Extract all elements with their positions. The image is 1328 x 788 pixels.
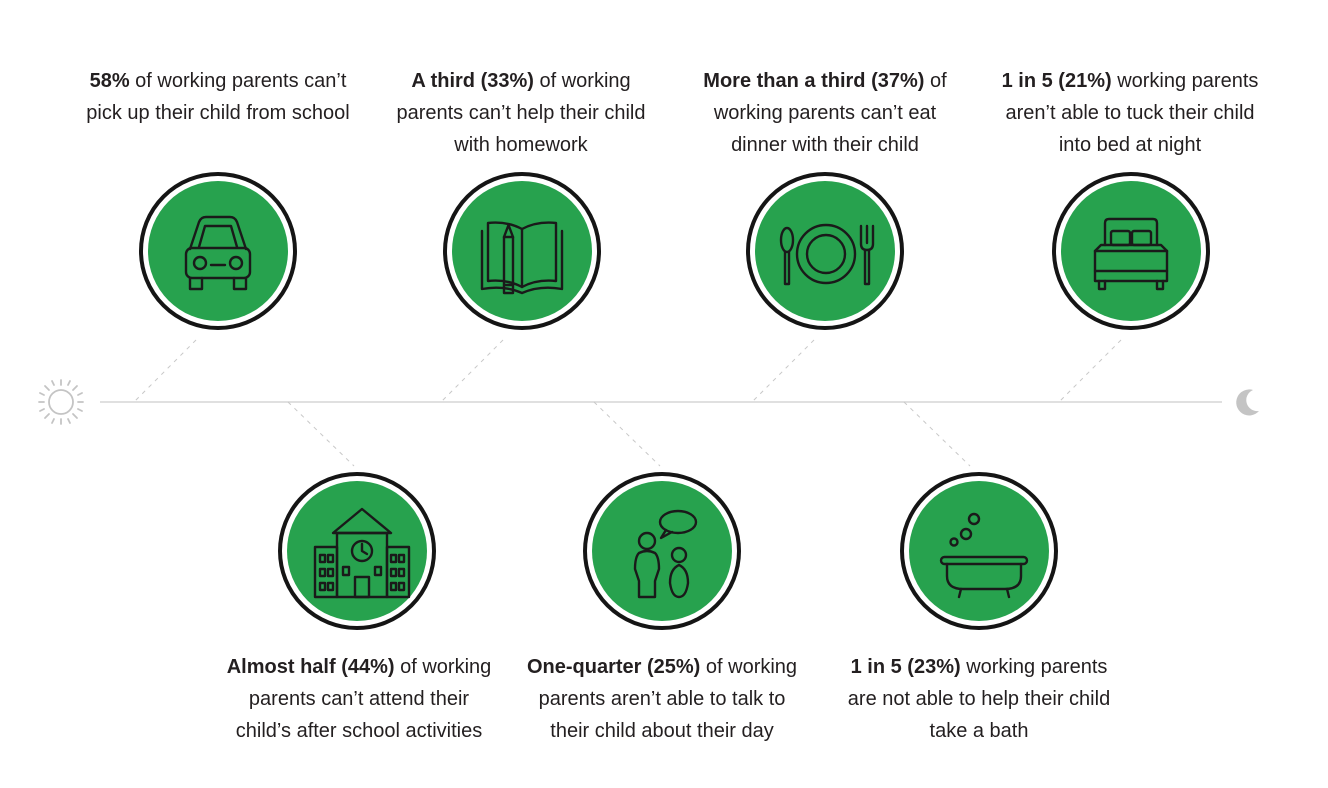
plate-cutlery-icon [779, 223, 875, 286]
conversation-icon [633, 509, 698, 599]
school-icon [313, 507, 411, 599]
caption-bedtime: 1 in 5 (21%) working parents aren’t able… [990, 65, 1270, 161]
caption-homework: A third (33%) of working parents can’t h… [381, 65, 661, 161]
stat-highlight: A third (33%) [411, 70, 534, 92]
book-pencil-icon [480, 221, 564, 295]
stat-text: of working parents can’t attend their ch… [235, 656, 492, 742]
stat-text: of working parents aren’t able to talk t… [538, 656, 798, 742]
connector-lines [133, 339, 1122, 467]
stat-text: of working parents can’t help their chil… [396, 70, 646, 156]
icon-circle-talk [583, 472, 741, 630]
stat-highlight: 1 in 5 (21%) [1001, 70, 1112, 92]
icon-circle-pickup [139, 172, 297, 330]
car-icon [184, 215, 252, 291]
caption-pickup: 58% of working parents can’t pick up the… [78, 65, 358, 129]
icon-circle-bedtime [1052, 172, 1210, 330]
icon-circle-bath [900, 472, 1058, 630]
icon-circle-homework [443, 172, 601, 330]
moon-icon [1236, 389, 1259, 416]
caption-bath: 1 in 5 (23%) working parents are not abl… [839, 651, 1119, 747]
stat-highlight: More than a third (37%) [703, 70, 925, 92]
stat-highlight: 1 in 5 (23%) [850, 656, 961, 678]
bed-icon [1093, 217, 1169, 291]
stat-text: working parents are not able to help the… [847, 656, 1111, 742]
stat-highlight: Almost half (44%) [226, 656, 395, 678]
caption-activities: Almost half (44%) of working parents can… [219, 651, 499, 747]
sun-icon [38, 379, 84, 425]
bathtub-icon [939, 512, 1029, 599]
stat-text: of working parents can’t eat dinner with… [713, 70, 947, 156]
stat-text: working parents aren’t able to tuck thei… [1005, 70, 1259, 156]
caption-dinner: More than a third (37%) of working paren… [685, 65, 965, 161]
icon-circle-dinner [746, 172, 904, 330]
icon-circle-activities [278, 472, 436, 630]
stat-text: of working parents can’t pick up their c… [86, 70, 350, 124]
caption-talk: One-quarter (25%) of working parents are… [522, 651, 802, 747]
stat-highlight: One-quarter (25%) [526, 656, 701, 678]
stat-highlight: 58% [89, 70, 130, 92]
